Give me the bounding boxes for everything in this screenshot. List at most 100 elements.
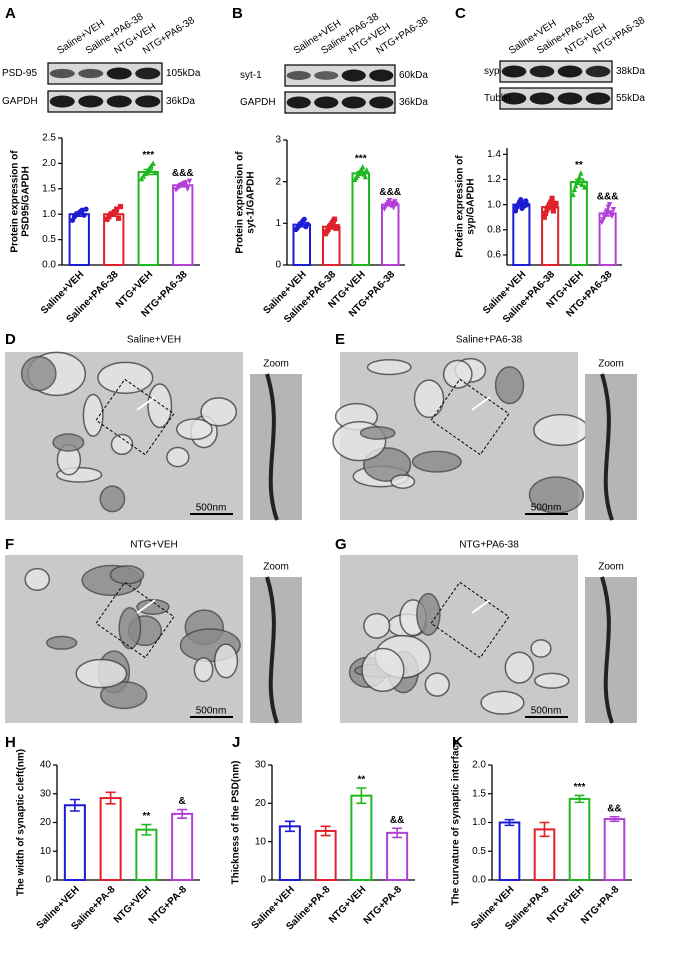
significance: &	[179, 796, 186, 807]
zoom-box	[430, 581, 510, 659]
error-bar	[177, 182, 188, 188]
y-tick-label: 0	[275, 260, 281, 271]
arrow	[471, 599, 491, 614]
error-bar	[574, 178, 583, 186]
data-point	[334, 224, 340, 230]
scale-label: 500nm	[196, 503, 227, 514]
blot-band	[529, 65, 555, 78]
bar	[314, 829, 337, 882]
significance: &&	[390, 815, 404, 826]
organelle	[109, 565, 145, 585]
blot-band	[557, 92, 583, 105]
panel-letter: B	[232, 5, 243, 22]
error-bar	[603, 210, 612, 217]
row-label: syt-1	[240, 70, 262, 81]
blot-band	[341, 96, 366, 109]
y-tick-label: 0.6	[487, 250, 501, 261]
y-axis-label: The curvature of synaptic interface	[451, 739, 462, 906]
data-point	[301, 216, 307, 222]
organelle	[363, 612, 391, 639]
scale-label: 500nm	[196, 706, 227, 717]
data-point	[393, 201, 399, 208]
error-bar	[517, 202, 526, 207]
bar	[512, 203, 531, 266]
blot-band	[369, 96, 394, 109]
data-point	[524, 202, 530, 208]
error-bar	[504, 818, 515, 827]
zoom-label: Zoom	[263, 562, 289, 573]
zoom-label: Zoom	[263, 359, 289, 370]
y-tick-label: 2.5	[42, 133, 56, 144]
data-point	[186, 178, 193, 185]
y-axis-label: syp/GAPDH	[466, 178, 477, 234]
panel-letter: J	[232, 734, 240, 751]
error-bar	[320, 825, 331, 837]
error-bar	[327, 223, 336, 230]
bar	[568, 797, 591, 881]
organelle	[533, 413, 589, 447]
organelle	[359, 426, 396, 440]
organelle	[504, 651, 535, 684]
error-bar	[356, 787, 367, 805]
y-tick-label: 20	[255, 798, 267, 809]
y-tick-label: 3	[275, 135, 281, 146]
y-tick-label: 20	[40, 817, 52, 828]
blot-band	[286, 96, 311, 109]
blot-band	[501, 92, 527, 105]
bar	[135, 828, 158, 881]
bar	[350, 794, 373, 882]
y-tick-label: 30	[40, 788, 52, 799]
blot-strip	[499, 60, 613, 83]
data-point	[580, 177, 586, 184]
panel-letter: G	[335, 536, 347, 553]
data-point	[184, 186, 191, 192]
bar	[137, 171, 159, 266]
y-tick-label: 1	[275, 218, 281, 229]
y-axis-label: syt-1/GAPDH	[246, 171, 257, 233]
organelle	[366, 358, 412, 376]
organelle	[118, 607, 142, 650]
error-bar	[386, 202, 395, 207]
blot-band	[49, 95, 75, 108]
organelle	[82, 393, 104, 437]
data-point	[386, 197, 393, 204]
bar	[172, 184, 194, 266]
y-axis-label: PSD95/GAPDH	[21, 166, 32, 237]
error-bar	[356, 170, 365, 176]
zoom-membrane	[600, 576, 614, 724]
x-tick-label: NTG+PA-8	[147, 884, 190, 927]
micrograph	[340, 555, 578, 723]
x-tick-label: Saline+PA6-38	[282, 269, 338, 325]
blot-band	[585, 65, 611, 78]
organelle	[52, 433, 85, 452]
bar	[171, 812, 194, 881]
organelle	[110, 433, 134, 456]
data-point	[362, 173, 368, 180]
data-point	[570, 191, 576, 198]
error-bar	[74, 211, 85, 218]
panel-letter: A	[5, 5, 16, 22]
panel-letter: F	[5, 536, 14, 553]
y-tick-label: 0.0	[42, 260, 56, 271]
scale-label: 500nm	[531, 503, 562, 514]
zoom-box	[95, 378, 175, 456]
y-tick-label: 0	[45, 875, 51, 886]
error-bar	[546, 204, 555, 210]
blot-band	[78, 68, 104, 79]
error-bar	[609, 815, 620, 823]
y-tick-label: 2.0	[42, 158, 56, 169]
bar	[278, 825, 301, 881]
blot-band	[557, 65, 583, 78]
organelle	[442, 359, 473, 389]
blot-strip	[47, 62, 163, 85]
data-point	[360, 163, 366, 170]
y-tick-label: 0.0	[472, 875, 486, 886]
bar	[99, 797, 122, 881]
data-point	[571, 186, 577, 193]
panel-letter: E	[335, 331, 345, 348]
organelle	[494, 366, 525, 405]
y-tick-label: 10	[40, 846, 52, 857]
blot-band	[106, 67, 132, 80]
error-bar	[297, 221, 306, 228]
